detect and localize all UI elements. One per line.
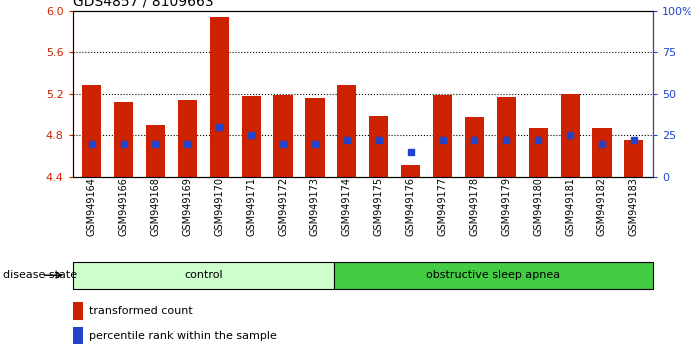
- Text: GSM949166: GSM949166: [119, 177, 129, 236]
- Text: percentile rank within the sample: percentile rank within the sample: [88, 331, 276, 341]
- Text: GSM949178: GSM949178: [469, 177, 480, 236]
- Bar: [209, 17, 229, 177]
- Bar: [73, 327, 83, 344]
- Text: GSM949164: GSM949164: [86, 177, 97, 236]
- Text: GSM949170: GSM949170: [214, 177, 225, 236]
- Bar: [337, 86, 357, 177]
- Text: GSM949172: GSM949172: [278, 177, 288, 236]
- Bar: [592, 128, 612, 177]
- Text: GSM949183: GSM949183: [629, 177, 639, 236]
- Bar: [73, 302, 83, 320]
- Bar: [274, 95, 292, 177]
- Bar: [497, 97, 516, 177]
- Text: GSM949171: GSM949171: [246, 177, 256, 236]
- Text: GSM949177: GSM949177: [437, 177, 448, 236]
- Text: GDS4857 / 8109663: GDS4857 / 8109663: [73, 0, 214, 8]
- Bar: [560, 94, 580, 177]
- Bar: [178, 100, 197, 177]
- Bar: [624, 139, 643, 177]
- Bar: [334, 262, 653, 289]
- Text: GSM949180: GSM949180: [533, 177, 543, 236]
- Text: GSM949181: GSM949181: [565, 177, 575, 236]
- Text: disease state: disease state: [3, 270, 77, 280]
- Text: GSM949168: GSM949168: [151, 177, 160, 236]
- Text: GSM949173: GSM949173: [310, 177, 320, 236]
- Bar: [465, 117, 484, 177]
- Text: transformed count: transformed count: [88, 306, 192, 316]
- Bar: [433, 95, 452, 177]
- Text: GSM949182: GSM949182: [597, 177, 607, 236]
- Bar: [242, 96, 261, 177]
- Bar: [401, 165, 420, 177]
- Bar: [305, 98, 325, 177]
- Text: GSM949169: GSM949169: [182, 177, 192, 236]
- Text: GSM949176: GSM949176: [406, 177, 415, 236]
- Text: GSM949174: GSM949174: [342, 177, 352, 236]
- Bar: [73, 262, 334, 289]
- Bar: [529, 128, 548, 177]
- Text: GSM949179: GSM949179: [501, 177, 511, 236]
- Bar: [146, 125, 165, 177]
- Text: GSM949175: GSM949175: [374, 177, 384, 236]
- Text: obstructive sleep apnea: obstructive sleep apnea: [426, 270, 560, 280]
- Bar: [369, 116, 388, 177]
- Bar: [82, 86, 102, 177]
- Bar: [114, 102, 133, 177]
- Text: control: control: [184, 270, 223, 280]
